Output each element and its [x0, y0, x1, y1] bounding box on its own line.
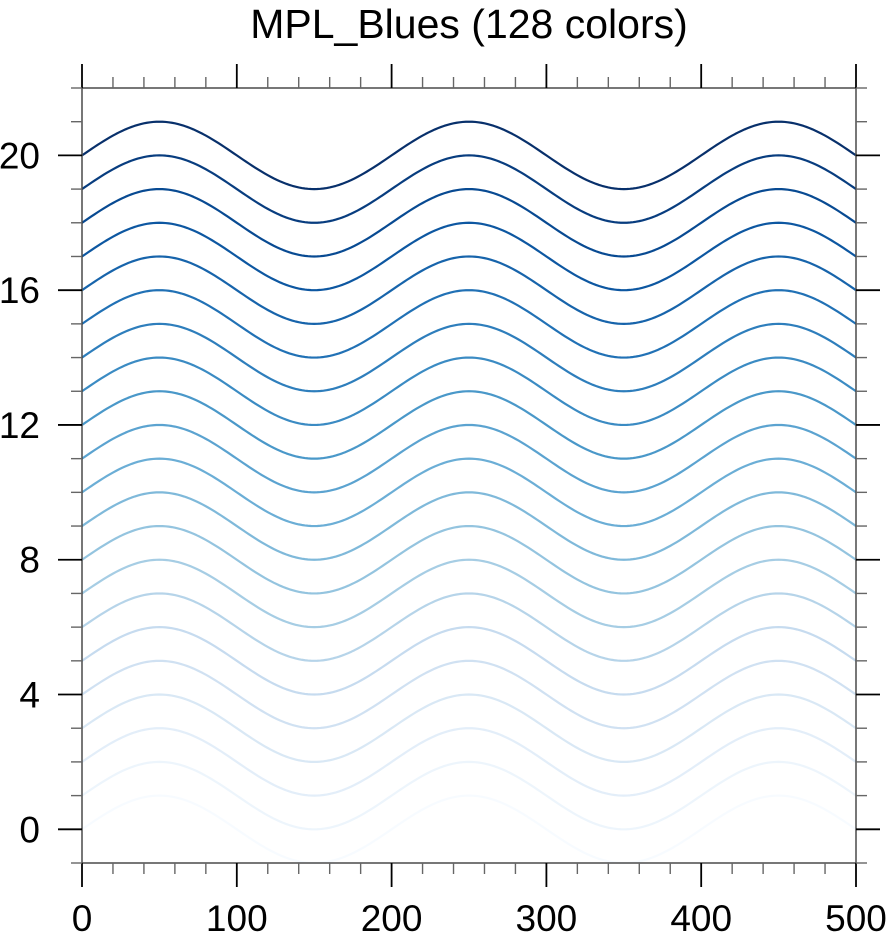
series-line-offset-18: [81, 187, 857, 258]
series-line-offset-2: [81, 727, 857, 797]
series-line-offset-17: [81, 221, 857, 292]
y-tick-label-16: 16: [0, 270, 40, 311]
series-line-offset-1: [81, 760, 857, 831]
series-line-offset-16: [81, 255, 857, 325]
series-line-offset-20: [81, 120, 857, 191]
x-tick-label-0: 0: [72, 898, 93, 935]
x-tick-label-400: 400: [670, 898, 732, 935]
series-line-offset-13: [81, 356, 857, 427]
x-tick-label-500: 500: [825, 898, 886, 935]
y-tick-label-12: 12: [0, 405, 40, 446]
series-line-offset-8: [81, 524, 857, 595]
x-tick-label-200: 200: [361, 898, 423, 935]
plot-box-spines: [81, 87, 857, 864]
series-line-offset-10: [81, 457, 857, 528]
series-line-offset-12: [81, 390, 857, 460]
series-line-offset-19: [81, 154, 857, 224]
chart-title: MPL_Blues (128 colors): [250, 1, 688, 47]
series-line-offset-14: [81, 322, 857, 393]
series-line-offset-4: [81, 659, 857, 730]
y-tick-label-8: 8: [19, 540, 40, 581]
series-line-offset-6: [81, 592, 857, 662]
series-line-offset-11: [81, 423, 857, 494]
series-line-offset-5: [81, 626, 857, 696]
y-tick-label-4: 4: [19, 675, 40, 716]
series-line-offset-3: [81, 693, 857, 764]
series-line-offset-9: [81, 491, 857, 561]
series-line-offset-7: [81, 558, 857, 629]
y-tick-label-20: 20: [0, 135, 40, 176]
series-line-offset-0: [81, 794, 857, 865]
series-line-offset-15: [81, 289, 857, 359]
x-tick-label-300: 300: [516, 898, 578, 935]
y-tick-label-0: 0: [19, 809, 40, 850]
x-tick-label-100: 100: [206, 898, 268, 935]
